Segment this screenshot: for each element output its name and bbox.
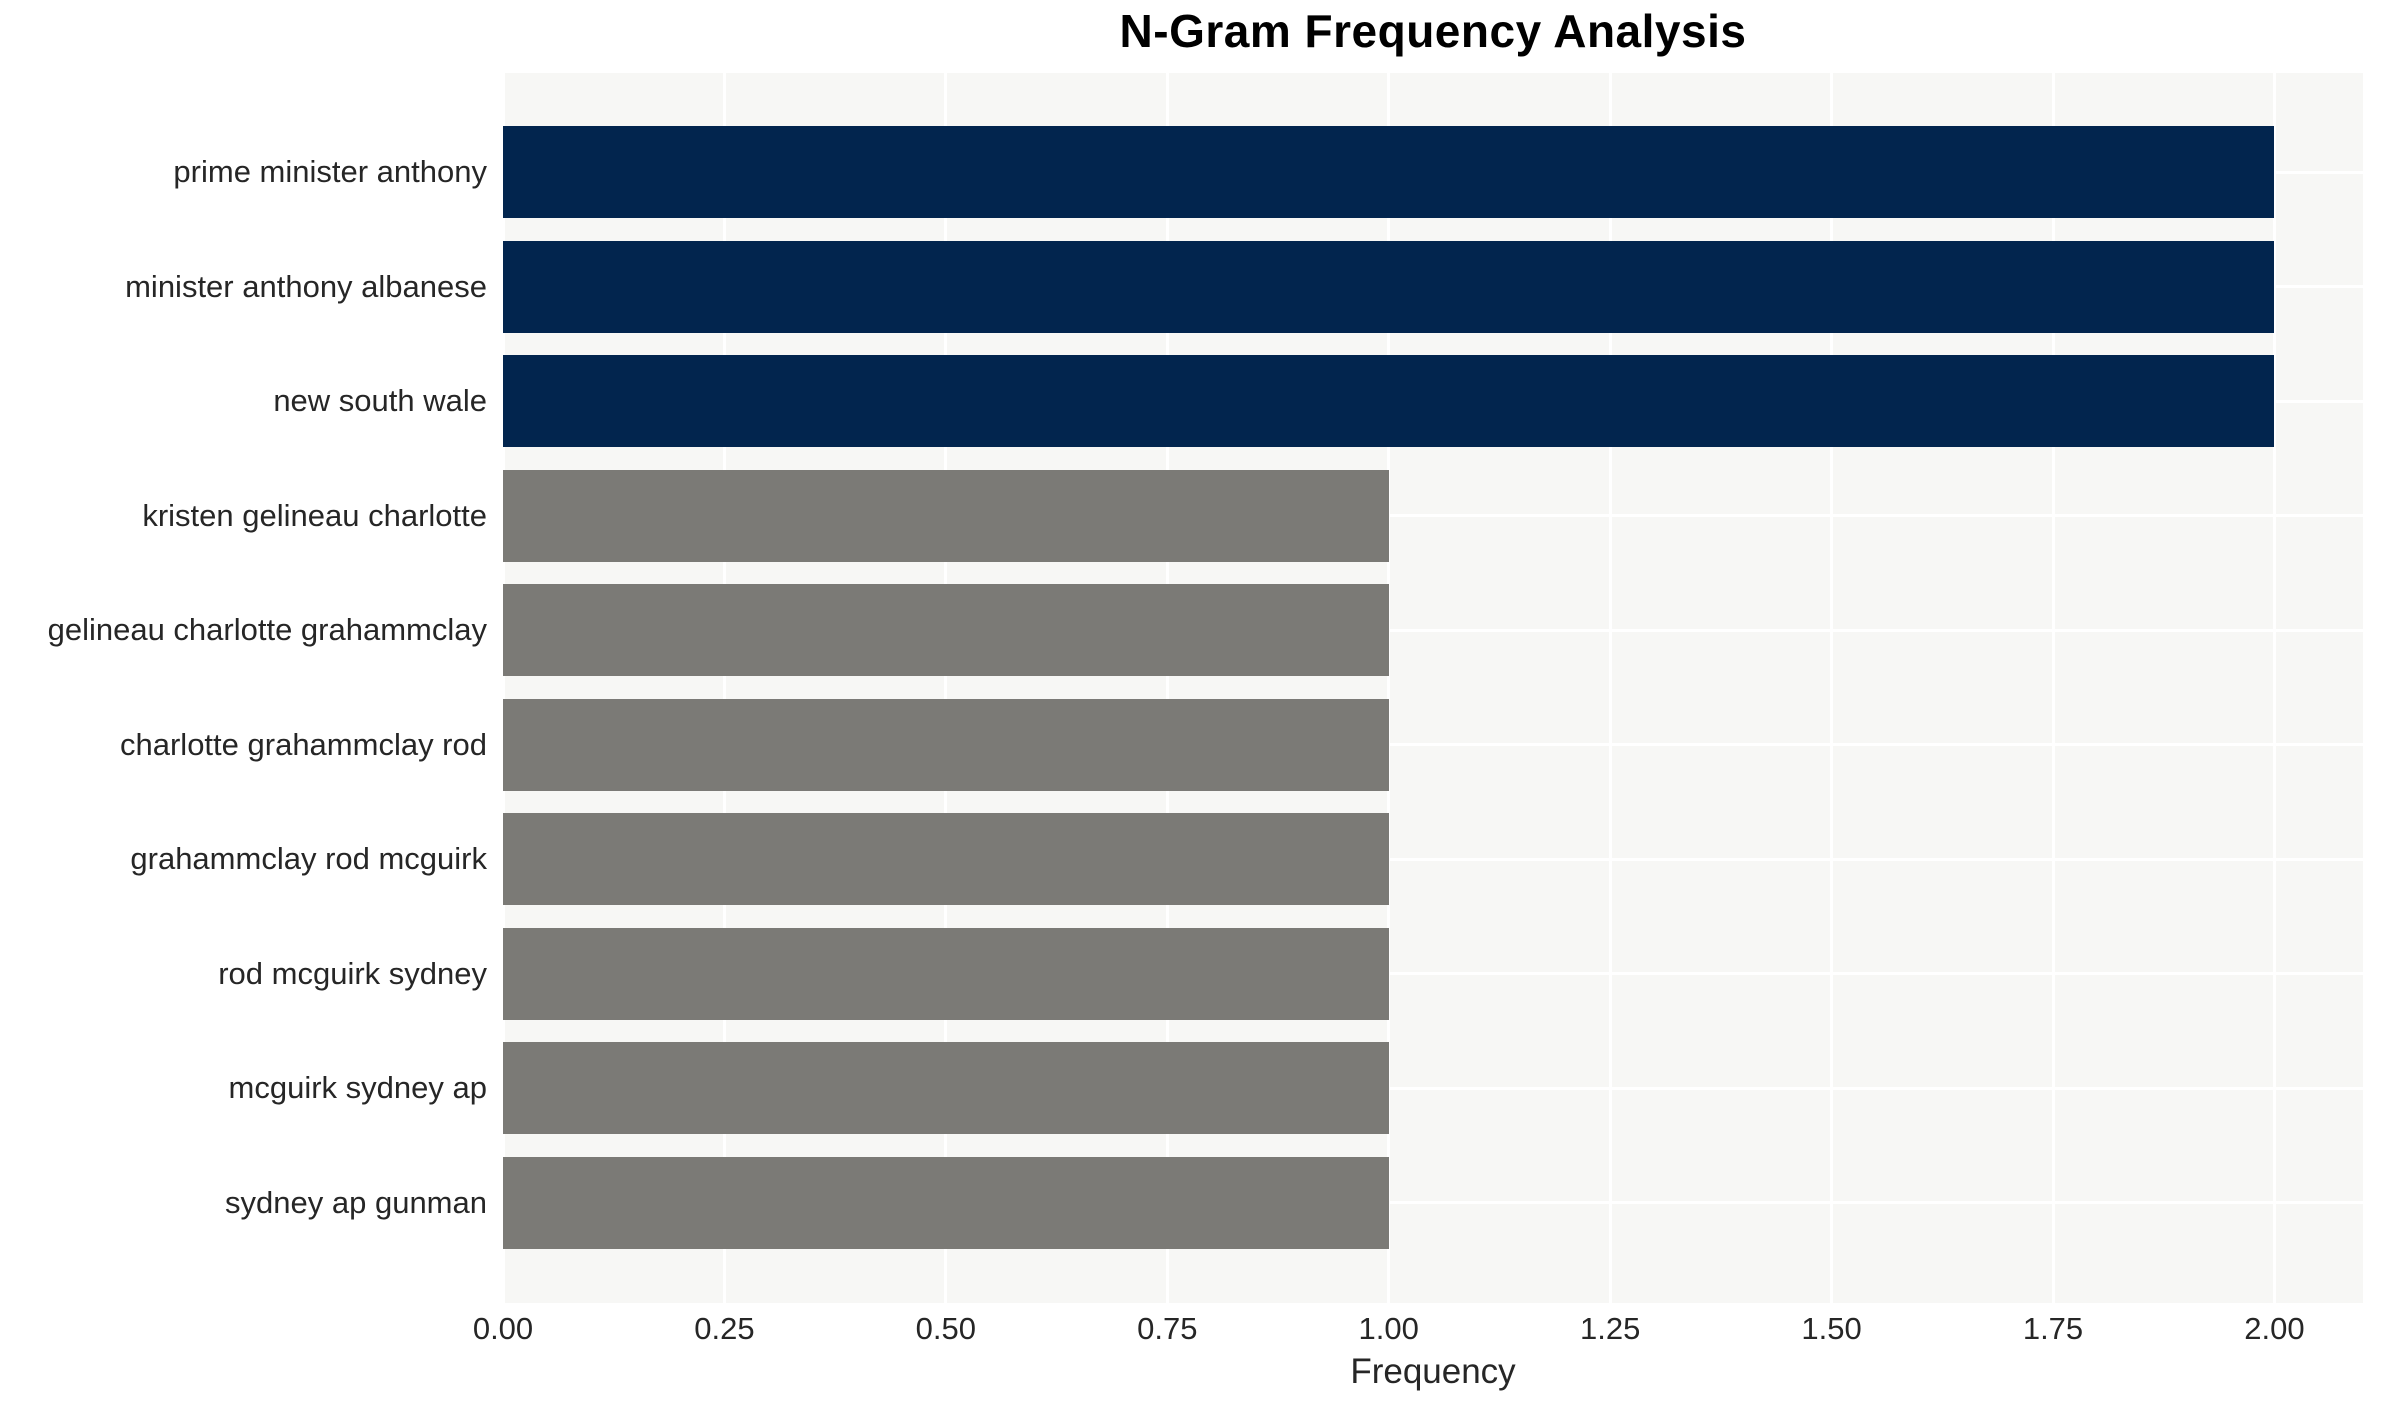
category-label: mcguirk sydney ap: [228, 1070, 487, 1106]
bar: [503, 126, 2275, 218]
x-tick-label: 2.00: [2244, 1311, 2305, 1346]
vertical-gridline: [944, 73, 948, 1303]
vertical-gridline: [2051, 73, 2055, 1303]
x-axis-title: Frequency: [1350, 1352, 1516, 1391]
horizontal-gridline: [503, 514, 2363, 518]
vertical-gridline: [1830, 73, 1834, 1303]
category-label: minister anthony albanese: [125, 268, 487, 304]
x-tick-label: 1.75: [2022, 1311, 2084, 1346]
category-label: gelineau charlotte grahammclay: [47, 612, 487, 648]
vertical-gridline: [1165, 73, 1169, 1303]
horizontal-gridline: [503, 1086, 2363, 1090]
bar: [503, 813, 1389, 906]
category-label: prime minister anthony: [173, 154, 487, 189]
category-label: kristen gelineau charlotte: [142, 497, 487, 533]
bar: [503, 1042, 1389, 1135]
chart-title: N-Gram Frequency Analysis: [1119, 5, 1747, 57]
vertical-gridline: [2272, 73, 2276, 1303]
x-tick-label: 0.50: [915, 1311, 977, 1346]
x-tick-label: 0.75: [1137, 1311, 1198, 1346]
x-tick-label: 1.25: [1579, 1311, 1641, 1346]
x-tick-label: 1.50: [1801, 1311, 1862, 1346]
category-label: grahammclay rod mcguirk: [130, 841, 487, 877]
x-tick-label: 0.25: [694, 1311, 755, 1346]
bar: [503, 584, 1389, 677]
horizontal-gridline: [503, 1201, 2363, 1205]
x-tick-label: 0.00: [472, 1311, 534, 1346]
x-tick-label: 1.00: [1358, 1311, 1419, 1346]
plot-area: [501, 73, 2363, 1303]
bar: [503, 469, 1389, 562]
vertical-gridline: [1608, 73, 1612, 1303]
vertical-gridline: [722, 73, 726, 1303]
vertical-gridline: [1387, 73, 1391, 1303]
category-label: new south wale: [273, 383, 487, 419]
vertical-gridline: [501, 73, 505, 1303]
bar: [503, 698, 1389, 791]
horizontal-gridline: [503, 972, 2363, 976]
bar: [503, 1156, 1389, 1249]
horizontal-gridline: [503, 857, 2363, 861]
horizontal-gridline: [503, 628, 2363, 632]
category-label: rod mcguirk sydney: [218, 955, 487, 991]
horizontal-gridline: [503, 743, 2363, 747]
bar: [503, 240, 2275, 333]
category-label: charlotte grahammclay rod: [120, 726, 487, 762]
category-label: sydney ap gunman: [225, 1184, 487, 1220]
bar: [503, 355, 2275, 448]
bar: [503, 927, 1389, 1020]
